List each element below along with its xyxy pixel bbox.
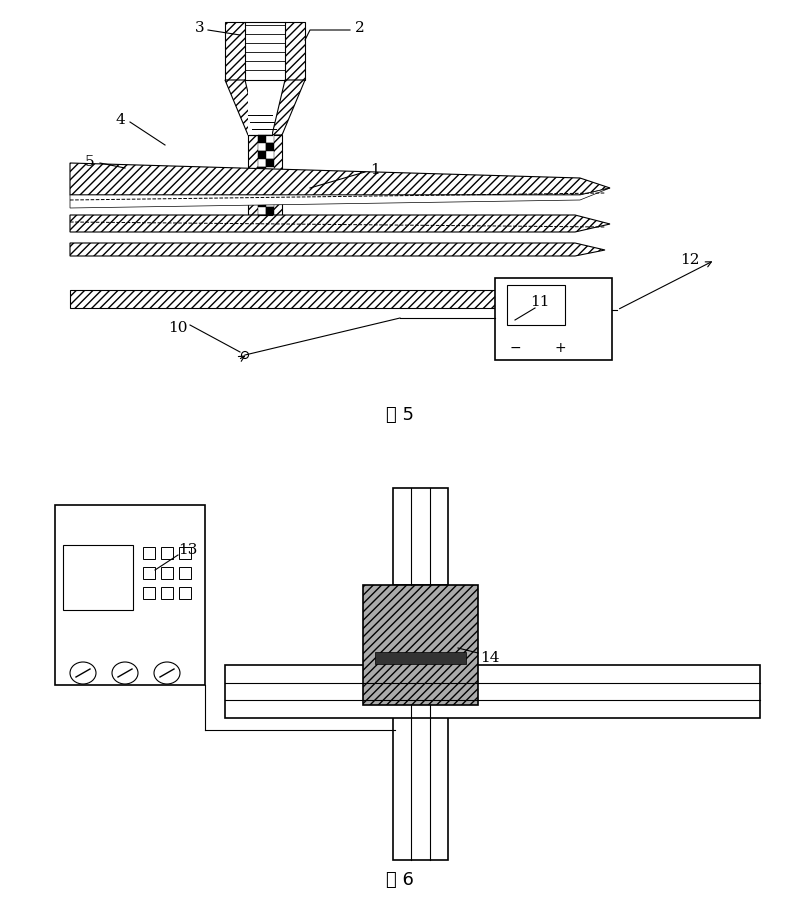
- Polygon shape: [258, 135, 266, 143]
- Polygon shape: [258, 207, 266, 215]
- Polygon shape: [266, 183, 274, 191]
- Bar: [507, 285, 565, 325]
- Polygon shape: [225, 80, 258, 135]
- Bar: [179, 587, 191, 599]
- Polygon shape: [70, 188, 610, 208]
- Polygon shape: [285, 22, 305, 80]
- Ellipse shape: [70, 662, 96, 684]
- Polygon shape: [266, 167, 274, 175]
- Bar: [393, 488, 448, 585]
- Text: 12: 12: [680, 253, 700, 267]
- Bar: [363, 585, 478, 705]
- Text: +: +: [554, 341, 566, 355]
- Bar: [161, 567, 173, 579]
- Polygon shape: [266, 199, 274, 207]
- Bar: [161, 547, 173, 559]
- Polygon shape: [258, 175, 266, 183]
- Bar: [143, 547, 155, 559]
- Polygon shape: [266, 143, 274, 151]
- Bar: [161, 587, 173, 599]
- Polygon shape: [258, 159, 266, 167]
- Polygon shape: [266, 191, 274, 199]
- Ellipse shape: [154, 662, 180, 684]
- Bar: [55, 505, 205, 685]
- Text: −: −: [509, 341, 521, 355]
- Text: 11: 11: [530, 295, 550, 309]
- Polygon shape: [258, 199, 266, 207]
- Text: 10: 10: [168, 321, 188, 335]
- Polygon shape: [258, 151, 266, 159]
- Text: 图 5: 图 5: [386, 406, 414, 424]
- Polygon shape: [258, 167, 266, 175]
- Bar: [63, 545, 133, 610]
- Polygon shape: [70, 290, 575, 308]
- Polygon shape: [272, 135, 282, 215]
- Polygon shape: [272, 80, 305, 135]
- Polygon shape: [70, 243, 605, 256]
- Text: 2: 2: [355, 21, 365, 35]
- Polygon shape: [266, 135, 274, 143]
- Polygon shape: [266, 151, 274, 159]
- Polygon shape: [248, 135, 258, 215]
- Polygon shape: [225, 22, 245, 80]
- Polygon shape: [266, 175, 274, 183]
- Bar: [143, 587, 155, 599]
- Polygon shape: [258, 191, 266, 199]
- Polygon shape: [258, 143, 266, 151]
- Bar: [393, 705, 448, 860]
- Polygon shape: [258, 183, 266, 191]
- Bar: [495, 278, 612, 360]
- Text: 14: 14: [480, 651, 500, 665]
- Text: 图 6: 图 6: [386, 871, 414, 889]
- Text: 3: 3: [195, 21, 205, 35]
- Polygon shape: [266, 159, 274, 167]
- Text: 13: 13: [178, 543, 198, 557]
- Polygon shape: [248, 80, 272, 135]
- Bar: [179, 567, 191, 579]
- Bar: [143, 567, 155, 579]
- Text: 5: 5: [85, 155, 95, 169]
- Polygon shape: [70, 163, 610, 195]
- Bar: [375, 652, 466, 664]
- Polygon shape: [266, 207, 274, 215]
- Text: 4: 4: [115, 113, 125, 127]
- Polygon shape: [70, 215, 610, 232]
- Bar: [225, 665, 760, 718]
- Text: 1: 1: [370, 163, 380, 177]
- Ellipse shape: [112, 662, 138, 684]
- Bar: [179, 547, 191, 559]
